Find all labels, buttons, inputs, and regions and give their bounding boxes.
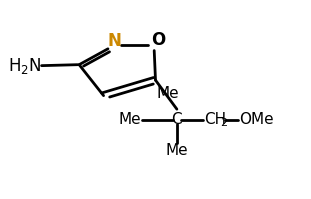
Text: OMe: OMe xyxy=(239,112,274,127)
Text: CH: CH xyxy=(204,112,226,127)
Text: Me: Me xyxy=(165,143,188,158)
Text: Me: Me xyxy=(118,112,141,127)
Text: C: C xyxy=(172,112,182,127)
Text: 2: 2 xyxy=(220,118,228,128)
Text: Me: Me xyxy=(156,86,179,101)
Text: $\mathsf{H_2N}$: $\mathsf{H_2N}$ xyxy=(8,56,41,76)
Text: O: O xyxy=(151,31,166,50)
Text: N: N xyxy=(107,32,121,51)
